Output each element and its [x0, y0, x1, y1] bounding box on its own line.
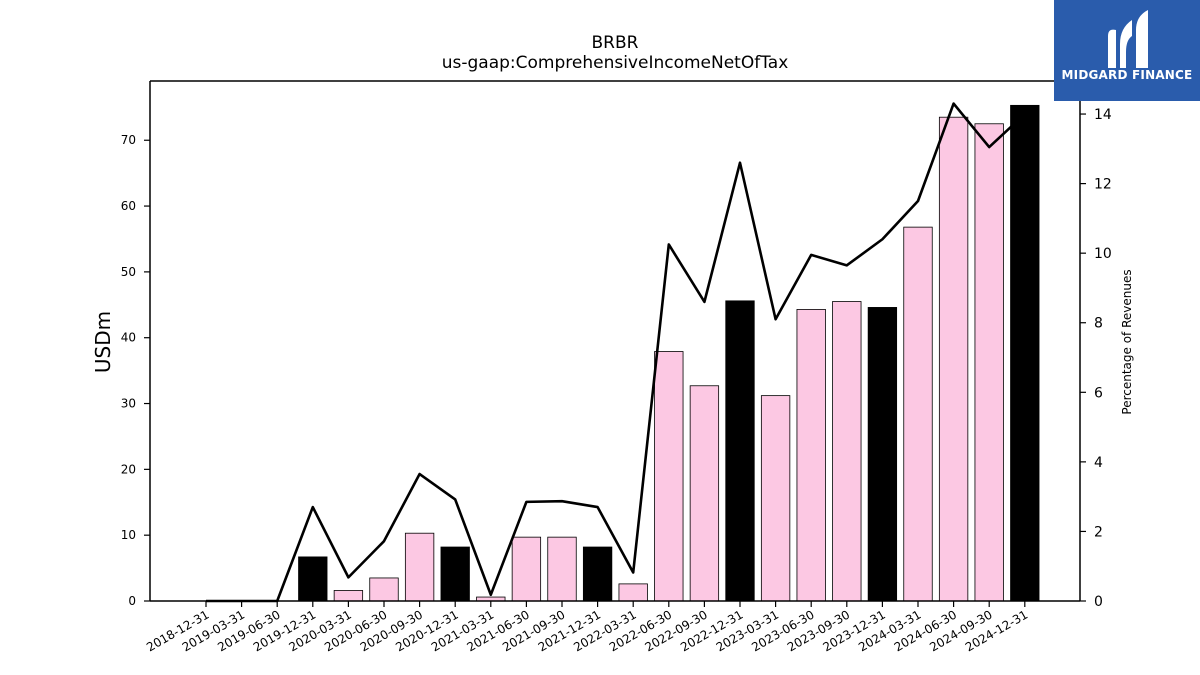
logo-text: MIDGARD FINANCE — [1061, 68, 1193, 82]
bar-2022-12-31 — [725, 300, 755, 602]
chart-title: BRBR — [592, 33, 639, 53]
bar-2021-12-31 — [582, 546, 613, 602]
bar-2021-06-30 — [511, 536, 542, 602]
bar-2020-09-30 — [404, 532, 435, 602]
bar-2024-09-30 — [974, 123, 1004, 602]
bar-2019-12-31 — [298, 556, 328, 602]
bar-2020-12-31 — [440, 546, 470, 602]
bar-2022-03-31 — [618, 583, 648, 602]
bar-2023-06-30 — [796, 309, 826, 602]
bar-2024-03-31 — [903, 226, 933, 602]
bar-series — [298, 104, 1040, 602]
midgard-m-logo-icon — [1108, 10, 1148, 69]
bar-2021-09-30 — [547, 536, 577, 602]
y2-tick-label-2: 2 — [1094, 524, 1103, 540]
y-tick-label-70: 70 — [121, 133, 136, 147]
bar-2024-12-31 — [1010, 104, 1040, 602]
bar-2023-12-31 — [867, 307, 898, 602]
y2-tick-label-4: 4 — [1094, 455, 1103, 471]
y2-tick-label-8: 8 — [1094, 316, 1103, 332]
y-tick-label-20: 20 — [121, 462, 136, 476]
y2-tick-label-6: 6 — [1094, 385, 1103, 401]
bar-2022-09-30 — [689, 385, 720, 602]
y-tick-label-10: 10 — [121, 528, 136, 542]
bar-2023-03-31 — [760, 395, 791, 602]
bar-2024-06-30 — [938, 116, 969, 602]
y-tick-label-0: 0 — [128, 594, 136, 608]
bar-2022-06-30 — [654, 351, 684, 602]
y-axis-label: USDm — [91, 311, 115, 373]
bar-2023-09-30 — [832, 301, 862, 602]
line-series — [206, 102, 1026, 603]
y-tick-label-30: 30 — [121, 397, 136, 411]
bar-2020-06-30 — [369, 577, 399, 602]
y2-tick-label-0: 0 — [1094, 594, 1103, 610]
y2-tick-label-12: 12 — [1094, 177, 1112, 193]
y-tick-label-50: 50 — [121, 265, 136, 279]
percentage-line — [206, 102, 1026, 603]
bar-2020-03-31 — [333, 590, 364, 602]
y2-tick-label-14: 14 — [1094, 107, 1112, 123]
midgard-finance-logo: MIDGARD FINANCE — [1054, 0, 1200, 101]
y-tick-label-40: 40 — [121, 331, 136, 345]
y2-tick-label-10: 10 — [1094, 246, 1112, 262]
y2-axis-label: Percentage of Revenues — [1120, 269, 1134, 414]
y-tick-label-60: 60 — [121, 199, 136, 213]
chart-subtitle: us-gaap:ComprehensiveIncomeNetOfTax — [442, 53, 789, 73]
